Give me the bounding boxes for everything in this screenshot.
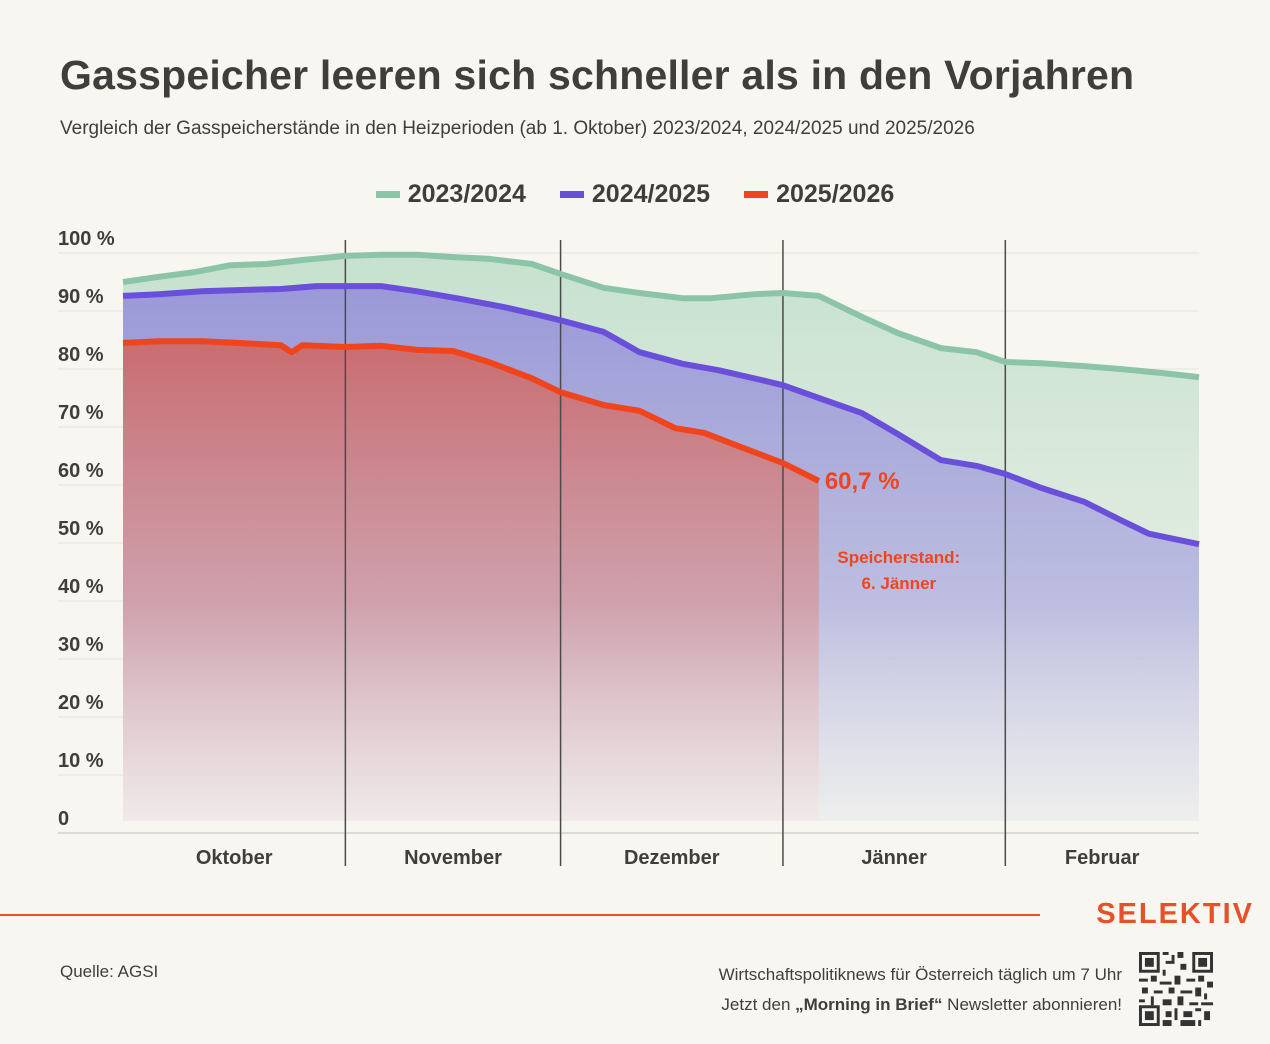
line-2024-2025: [122, 283, 1200, 548]
legend-swatch-2023-2024: [375, 191, 400, 198]
month-label: Jänner: [861, 847, 927, 869]
legend-item-2024-2025: 2024/2025: [559, 180, 711, 209]
y-tick-label: 90 %: [58, 286, 104, 308]
legend-item-2023-2024: 2023/2024: [375, 180, 526, 209]
source-note: Quelle: AGSI: [60, 962, 159, 981]
y-tick-label: 100 %: [58, 228, 115, 250]
qr-code-icon[interactable]: [1139, 952, 1213, 1026]
newsletter-name: „Morning in Brief“: [795, 995, 943, 1014]
promo-prefix: Jetzt den: [721, 995, 796, 1014]
promo-line-1: Wirtschaftspolitiknews für Österreich tä…: [718, 965, 1122, 984]
chart-area: 0 10 % 20 % 30 % 40 % 50 % 60 % 70 % 80 % 90 % 100…: [58, 228, 1200, 869]
legend-swatch-2024-2025: [559, 191, 584, 198]
chart-legend: 2023/2024 2024/2025 2025/2026: [0, 180, 1270, 209]
legend-item-2025-2026: 2025/2026: [744, 180, 894, 209]
annotation-note-line-1: Speicherstand:: [837, 548, 960, 567]
legend-label: 2025/2026: [776, 180, 895, 208]
annotation-note-line-2: 6. Jänner: [861, 574, 936, 593]
y-tick-label: 30 %: [58, 634, 104, 656]
month-label: Oktober: [196, 847, 273, 869]
newsletter-promo: Wirtschaftspolitiknews für Österreich tä…: [719, 960, 1122, 1020]
y-tick-label: 0: [58, 808, 69, 830]
y-tick-label: 50 %: [58, 518, 104, 540]
month-label: Dezember: [624, 847, 720, 869]
annotation-value: 60,7 %: [825, 468, 900, 495]
footer-divider: [0, 914, 1040, 916]
promo-suffix: Newsletter abonnieren!: [942, 995, 1122, 1014]
line-2025-2026: [122, 338, 821, 484]
y-tick-label: 10 %: [58, 750, 104, 772]
page-subtitle: Vergleich der Gasspeicherstände in den H…: [60, 118, 975, 139]
legend-swatch-2025-2026: [744, 191, 769, 198]
month-label: November: [404, 847, 502, 869]
y-tick-label: 40 %: [58, 576, 104, 598]
line-2023-2024: [122, 251, 1200, 381]
area-2025-2026: [123, 341, 819, 821]
month-label: Februar: [1065, 847, 1140, 869]
y-tick-label: 80 %: [58, 344, 104, 366]
legend-label: 2024/2025: [591, 180, 711, 208]
y-tick-label: 20 %: [58, 692, 104, 714]
promo-line-2[interactable]: Jetzt den „Morning in Brief“ Newsletter …: [719, 990, 1122, 1020]
legend-label: 2023/2024: [407, 180, 526, 208]
brand-logo: SELEKTIV: [1096, 898, 1254, 930]
y-tick-label: 70 %: [58, 402, 104, 424]
y-tick-label: 60 %: [58, 460, 104, 482]
page-title: Gasspeicher leeren sich schneller als in…: [60, 52, 1135, 98]
